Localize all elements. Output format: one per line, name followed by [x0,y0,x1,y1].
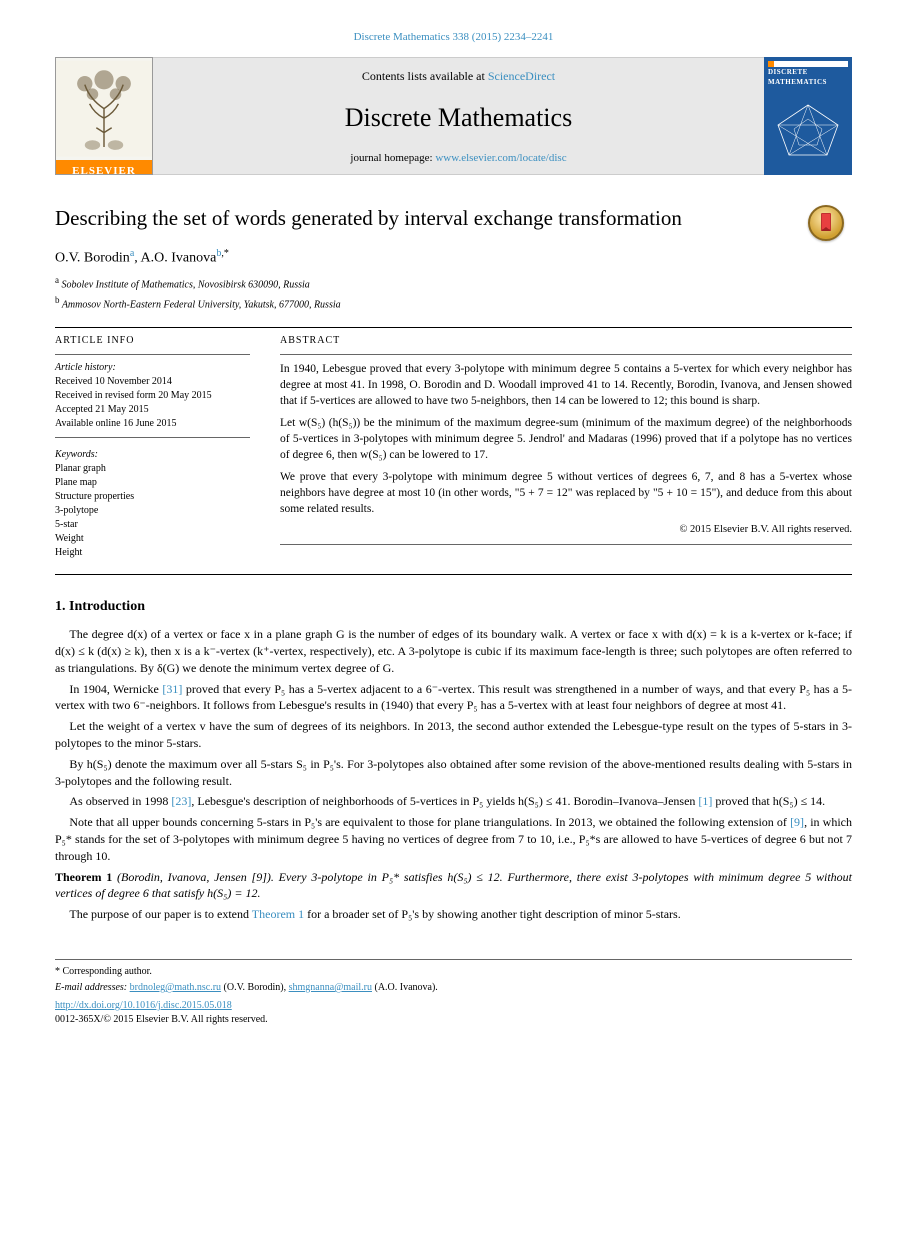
intro-p2: In 1904, Wernicke [31] proved that every… [55,681,852,715]
theorem-link[interactable]: Theorem 1 [252,907,304,921]
homepage-prefix: journal homepage: [350,152,435,164]
author-2: A.O. Ivanova [141,250,217,265]
homepage-link[interactable]: www.elsevier.com/locate/disc [435,152,566,164]
masthead-center: Contents lists available at ScienceDirec… [153,57,764,175]
contents-prefix: Contents lists available at [362,69,488,83]
keyword: 3-polytope [55,504,250,518]
email-2[interactable]: shmgnanna@mail.ru [289,982,372,993]
journal-cover[interactable]: DISCRETE MATHEMATICS [764,57,852,175]
article-info: ARTICLE INFO Article history: Received 1… [55,334,250,560]
doi-block: http://dx.doi.org/10.1016/j.disc.2015.05… [55,999,852,1027]
intro-p4: By h(S₅) denote the maximum over all 5-s… [55,756,852,790]
article-info-head: ARTICLE INFO [55,334,250,348]
cover-title-1: DISCRETE [768,69,848,77]
paper-title: Describing the set of words generated by… [55,205,788,232]
intro-p6: Note that all upper bounds concerning 5-… [55,814,852,864]
elsevier-logo[interactable]: ELSEVIER [55,57,153,175]
abstract-p3: We prove that every 3-polytope with mini… [280,469,852,517]
section-1-title: 1. Introduction [55,597,852,617]
keyword: Height [55,546,250,560]
masthead: ELSEVIER Contents lists available at Sci… [55,57,852,175]
homepage-line: journal homepage: www.elsevier.com/locat… [350,151,566,166]
cite-9[interactable]: [9] [790,815,804,829]
author-1-affmark[interactable]: a [130,248,134,259]
email-1[interactable]: brdnoleg@math.nsc.ru [130,982,221,993]
cite-31[interactable]: [31] [162,682,182,696]
email-line: E-mail addresses: brdnoleg@math.nsc.ru (… [55,981,852,995]
theorem-head: Theorem 1 [55,870,112,884]
keyword: Structure properties [55,490,250,504]
cite-23[interactable]: [23] [171,794,191,808]
authors: O.V. Borodina, A.O. Ivanovab,* [55,247,852,268]
intro-p7: The purpose of our paper is to extend Th… [55,906,852,923]
sciencedirect-link[interactable]: ScienceDirect [488,69,555,83]
issn-line: 0012-365X/© 2015 Elsevier B.V. All right… [55,1014,268,1025]
crossmark-badge[interactable] [808,205,844,241]
received: Received 10 November 2014 [55,375,250,389]
keywords-head: Keywords: [55,448,250,462]
affiliation-a: a Sobolev Institute of Mathematics, Novo… [55,274,852,292]
abstract-p2: Let w(S₅) (h(S₅)) be the minimum of the … [280,415,852,463]
intro-p3: Let the weight of a vertex v have the su… [55,718,852,752]
journal-name: Discrete Mathematics [345,100,572,136]
body-text: The degree d(x) of a vertex or face x in… [55,626,852,923]
accepted: Accepted 21 May 2015 [55,403,250,417]
footnotes: * Corresponding author. E-mail addresses… [55,959,852,995]
intro-p1: The degree d(x) of a vertex or face x in… [55,626,852,676]
header-citation[interactable]: Discrete Mathematics 338 (2015) 2234–224… [55,30,852,45]
online: Available online 16 June 2015 [55,417,250,431]
abstract: ABSTRACT In 1940, Lebesgue proved that e… [280,334,852,560]
cover-title-2: MATHEMATICS [768,79,848,87]
author-2-affmark[interactable]: b [216,248,221,259]
abstract-p1: In 1940, Lebesgue proved that every 3-po… [280,361,852,409]
elsevier-label: ELSEVIER [56,160,152,176]
contents-line: Contents lists available at ScienceDirec… [362,68,555,85]
affiliation-b: b Ammosov North-Eastern Federal Universi… [55,294,852,312]
copyright: © 2015 Elsevier B.V. All rights reserved… [280,523,852,538]
doi-link[interactable]: http://dx.doi.org/10.1016/j.disc.2015.05… [55,1000,232,1011]
corr-author-note: * Corresponding author. [55,965,852,979]
abstract-head: ABSTRACT [280,334,852,348]
revised: Received in revised form 20 May 2015 [55,389,250,403]
theorem-1: Theorem 1 (Borodin, Ivanova, Jensen [9])… [55,869,852,903]
elsevier-tree-icon [56,58,152,159]
history-head: Article history: [55,361,250,375]
author-2-corr: * [224,248,229,259]
keyword: Plane map [55,476,250,490]
keyword: Weight [55,532,250,546]
intro-p5: As observed in 1998 [23], Lebesgue's des… [55,793,852,810]
cite-1[interactable]: [1] [698,794,712,808]
author-1: O.V. Borodin [55,250,130,265]
keyword: 5-star [55,518,250,532]
keyword: Planar graph [55,462,250,476]
